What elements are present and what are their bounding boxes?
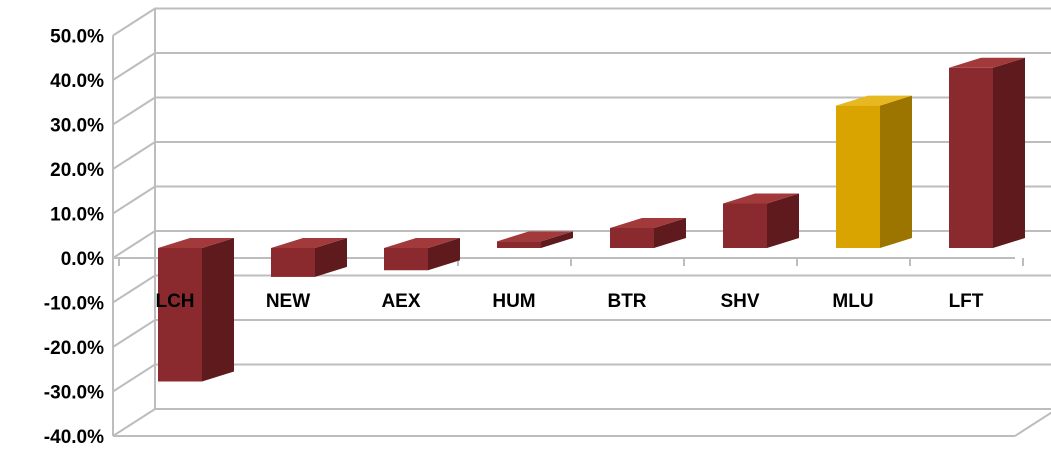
gridline xyxy=(112,52,1051,81)
gridline xyxy=(112,363,1051,393)
bar-top-face xyxy=(497,231,573,242)
bar-lch xyxy=(158,238,234,382)
bar-side-face xyxy=(880,95,912,248)
bar-side-face xyxy=(767,193,799,248)
bar-side-face xyxy=(428,238,460,271)
bar-side-face xyxy=(654,217,686,248)
bar-side-face xyxy=(315,238,347,277)
category-label: LCH xyxy=(155,291,194,312)
category-label: SHV xyxy=(720,291,759,312)
y-tick-label: -20.0% xyxy=(44,338,104,359)
bar-front-face xyxy=(723,203,767,248)
bar-hum xyxy=(497,231,573,248)
category-label: BTR xyxy=(607,291,646,312)
bar-top-face xyxy=(836,95,912,106)
y-tick-label: 10.0% xyxy=(50,205,104,226)
bar-front-face xyxy=(158,248,202,382)
y-tick-label: 0.0% xyxy=(61,249,104,270)
bar-top-face xyxy=(949,57,1025,68)
bar-front-face xyxy=(271,248,315,277)
bar-aex xyxy=(384,238,460,271)
bar-top-face xyxy=(610,217,686,228)
bar-top-face xyxy=(271,238,347,248)
bar-side-face xyxy=(993,57,1025,249)
gridline xyxy=(112,7,1051,37)
y-tick-label: -10.0% xyxy=(44,294,104,315)
bar-btr xyxy=(610,217,686,248)
floor-right-edge xyxy=(1014,411,1051,437)
bar-side-face xyxy=(541,231,573,248)
category-label: MLU xyxy=(832,291,873,312)
y-tick-label: 50.0% xyxy=(50,27,104,48)
category-axis xyxy=(113,257,1024,266)
gridlines xyxy=(112,7,1051,437)
y-tick-label: -40.0% xyxy=(44,427,104,448)
y-tick-label: -30.0% xyxy=(44,383,104,404)
bar-front-face xyxy=(610,227,654,248)
category-label: NEW xyxy=(266,291,310,312)
y-axis-tick-labels: 50.0% 40.0% 30.0% 20.0% 10.0% 0.0% -10.0% -20.0… xyxy=(44,27,104,449)
gridline xyxy=(112,408,1051,437)
bar-front-face xyxy=(836,105,880,248)
bars xyxy=(158,57,1025,382)
bar-front-face xyxy=(949,67,993,249)
bar-top-face xyxy=(723,193,799,204)
y-tick-label: 20.0% xyxy=(50,160,104,181)
bar-new xyxy=(271,238,347,277)
bar-top-face xyxy=(158,238,234,248)
y-tick-label: 40.0% xyxy=(50,71,104,92)
gridline xyxy=(112,319,1051,348)
bar-lft xyxy=(949,57,1025,249)
category-label: LFT xyxy=(949,291,984,312)
bar-side-face xyxy=(202,238,234,382)
bar-top-face xyxy=(384,238,460,248)
category-label: AEX xyxy=(381,291,420,312)
category-label: HUM xyxy=(492,291,535,312)
bar-front-face xyxy=(384,248,428,271)
bar-front-face xyxy=(497,241,541,248)
bar-mlu xyxy=(836,95,912,248)
category-labels: LCH NEW AEX HUM BTR SHV MLU LFT xyxy=(155,291,983,312)
bar-shv xyxy=(723,193,799,248)
y-tick-label: 30.0% xyxy=(50,116,104,137)
gridline xyxy=(112,274,1051,304)
